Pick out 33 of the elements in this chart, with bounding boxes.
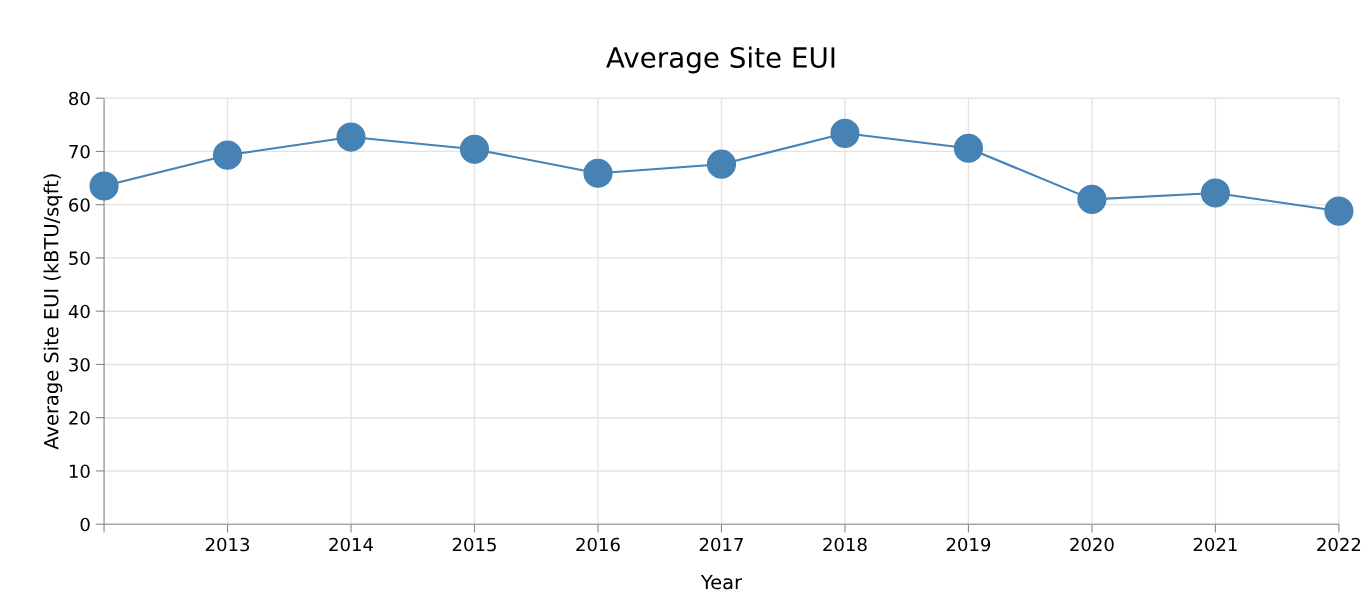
point <box>583 158 613 188</box>
x-tick-label: 2013 <box>205 537 250 552</box>
x-tick-label: 2014 <box>329 537 373 552</box>
x-tick-label: 2019 <box>946 537 991 552</box>
x-tick-label: 2021 <box>1193 537 1237 552</box>
x-tick-label: 2018 <box>823 537 867 552</box>
chart-title: Average Site EUI <box>606 46 835 74</box>
x-tick-label: 2020 <box>1070 537 1114 552</box>
point <box>1324 196 1354 226</box>
y-tick-label: 50 <box>69 251 90 266</box>
y-axis-title: Average Site EUI (kBTU/sqft) <box>43 174 63 450</box>
point <box>1200 178 1230 208</box>
point <box>953 133 984 163</box>
point <box>830 118 860 148</box>
y-tick-label: 70 <box>69 144 90 159</box>
x-axis-title: Year <box>700 574 743 590</box>
point <box>706 149 737 179</box>
x-tick-label: 2015 <box>452 537 496 552</box>
point <box>459 134 490 164</box>
x-tick-label: 2022 <box>1317 537 1361 552</box>
y-tick-label: 60 <box>69 198 90 212</box>
point <box>336 122 366 152</box>
y-tick-label: 10 <box>69 464 90 479</box>
point <box>89 171 119 201</box>
y-tick-label: 0 <box>80 517 90 532</box>
y-tick-label: 40 <box>68 304 90 319</box>
x-tick-label: 2016 <box>576 537 620 552</box>
y-tick-label: 80 <box>69 91 90 106</box>
y-tick-label: 20 <box>69 411 90 425</box>
point <box>212 140 243 170</box>
y-tick-label: 30 <box>69 357 90 372</box>
x-tick-label: 2017 <box>699 537 743 552</box>
point <box>1077 184 1107 214</box>
